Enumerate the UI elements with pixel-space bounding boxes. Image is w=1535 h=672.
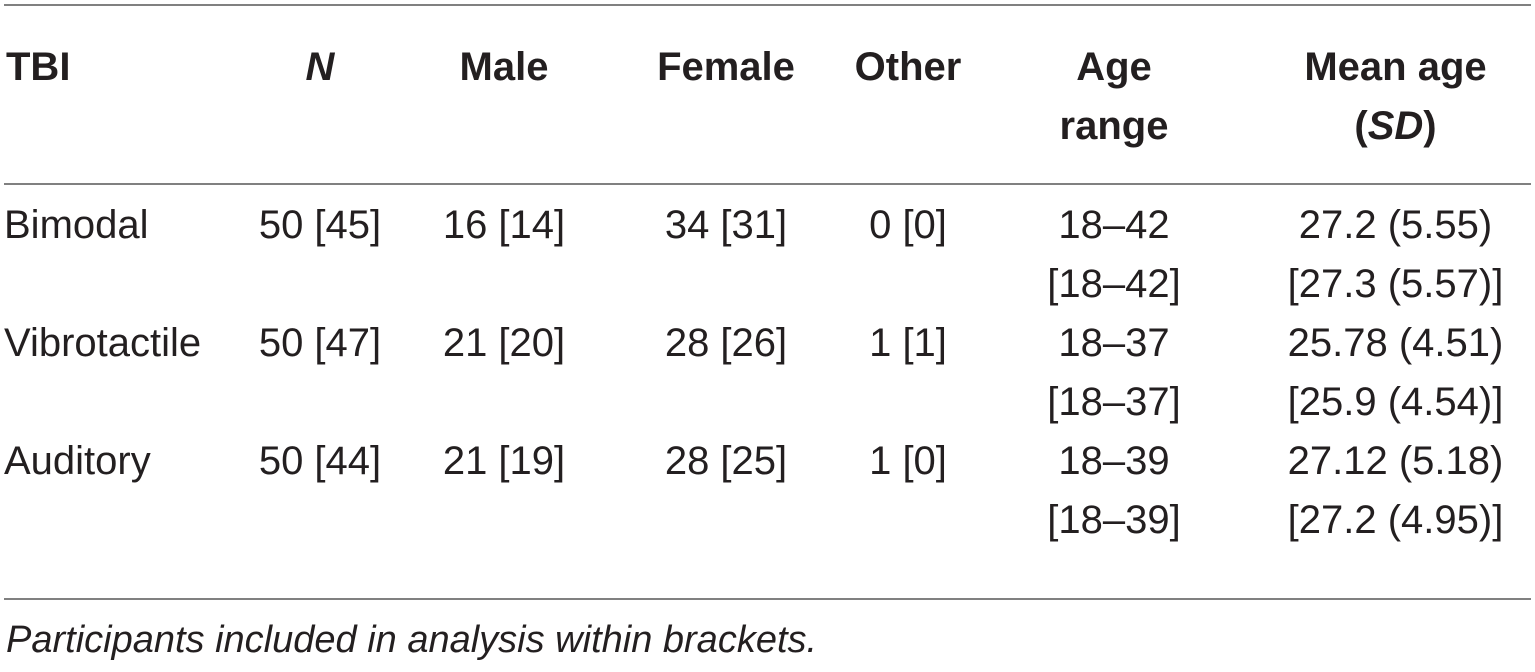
cell-n: 50 [47] (258, 321, 382, 365)
cell-female: 28 [25] (664, 439, 788, 483)
header-spacer (0, 156, 1535, 196)
header-mean-age-line1: Mean age (1304, 45, 1487, 89)
table-bottom-rule (4, 598, 1531, 600)
cell-female: 34 [31] (664, 203, 788, 247)
cell-other: 1 [1] (869, 321, 947, 365)
table-header-row: TBI N Male Female Other Age range Mean a… (0, 0, 1535, 156)
cell-tbi: Vibrotactile (4, 321, 202, 365)
cell-age-range-line2: [18–37] (1047, 380, 1181, 424)
header-mean-age-line2: (SD) (1256, 97, 1535, 156)
cell-mean-age: 25.78 (4.51) [25.9 (4.54)] (1256, 314, 1535, 432)
header-age-range-line1: Age (1076, 45, 1152, 89)
cell-male: 16 [14] (442, 203, 566, 247)
header-age-range: Age range (972, 0, 1256, 156)
cell-age-range-line1: 18–37 (1058, 321, 1170, 365)
cell-age-range-line1: 18–42 (1058, 203, 1170, 247)
table-footnote: Participants included in analysis within… (6, 619, 818, 661)
cell-male: 21 [20] (442, 321, 566, 365)
cell-other: 0 [0] (869, 203, 947, 247)
cell-other: 1 [0] (869, 439, 947, 483)
cell-mean-age-line1: 27.12 (5.18) (1287, 439, 1504, 483)
header-male: Male (459, 45, 549, 89)
header-mean-age-sd: SD (1367, 104, 1424, 148)
cell-n: 50 [44] (258, 439, 382, 483)
table-header-rule (4, 183, 1531, 185)
table-row: Bimodal 50 [45] 16 [14] 34 [31] 0 [0] 18… (0, 196, 1535, 314)
header-mean-age: Mean age (SD) (1256, 0, 1535, 156)
cell-mean-age-line2: [25.9 (4.54)] (1287, 380, 1504, 424)
cell-mean-age-line2: [27.2 (4.95)] (1287, 498, 1504, 542)
header-age-range-line2: range (1059, 104, 1169, 148)
cell-age-range: 18–39 [18–39] (972, 432, 1256, 550)
cell-age-range: 18–42 [18–42] (972, 196, 1256, 314)
cell-n: 50 [45] (258, 203, 382, 247)
header-female: Female (657, 45, 795, 89)
cell-mean-age: 27.12 (5.18) [27.2 (4.95)] (1256, 432, 1535, 550)
cell-mean-age-line1: 27.2 (5.55) (1298, 203, 1493, 247)
cell-age-range-line2: [18–39] (1047, 498, 1181, 542)
table-row: Vibrotactile 50 [47] 21 [20] 28 [26] 1 [… (0, 314, 1535, 432)
cell-tbi: Auditory (4, 439, 151, 483)
header-other: Other (854, 45, 962, 89)
demographics-table: TBI N Male Female Other Age range Mean a… (0, 0, 1535, 550)
header-n-text: N (305, 45, 335, 89)
cell-age-range-line2: [18–42] (1047, 262, 1181, 306)
header-tbi: TBI (6, 45, 71, 89)
header-n: N (240, 0, 400, 156)
cell-mean-age: 27.2 (5.55) [27.3 (5.57)] (1256, 196, 1535, 314)
header-mean-age-paren-close: ) (1423, 104, 1437, 148)
cell-mean-age-line1: 25.78 (4.51) (1287, 321, 1504, 365)
cell-age-range-line1: 18–39 (1058, 439, 1170, 483)
cell-female: 28 [26] (664, 321, 788, 365)
table-top-rule (4, 4, 1531, 6)
cell-age-range: 18–37 [18–37] (972, 314, 1256, 432)
cell-mean-age-line2: [27.3 (5.57)] (1287, 262, 1504, 306)
cell-tbi: Bimodal (4, 203, 149, 247)
table-row: Auditory 50 [44] 21 [19] 28 [25] 1 [0] 1… (0, 432, 1535, 550)
cell-male: 21 [19] (442, 439, 566, 483)
header-mean-age-paren-open: ( (1354, 104, 1368, 148)
